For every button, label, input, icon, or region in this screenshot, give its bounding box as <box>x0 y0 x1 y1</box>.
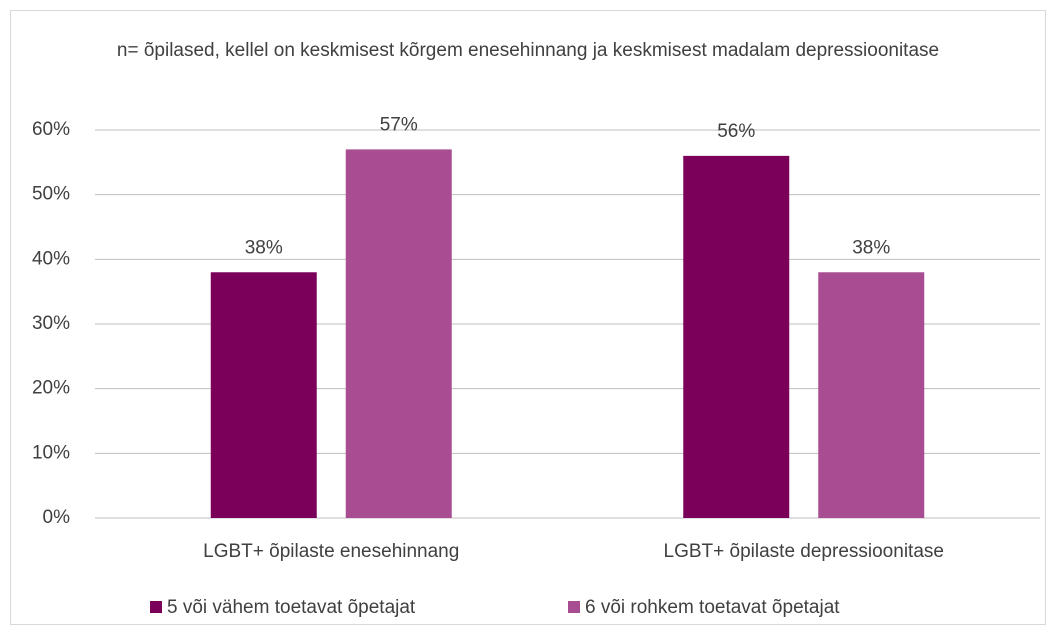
data-label: 38% <box>852 237 890 258</box>
y-tick-label: 0% <box>43 507 71 528</box>
y-tick-label: 60% <box>32 119 70 140</box>
legend-label: 5 või vähem toetavat õpetajat <box>167 597 416 618</box>
bar <box>210 272 317 518</box>
bar <box>818 272 925 518</box>
y-tick-label: 50% <box>32 184 70 205</box>
y-tick-label: 30% <box>32 313 70 334</box>
x-tick-label: LGBT+ õpilaste depressioonitase <box>664 541 944 562</box>
y-tick-label: 20% <box>32 378 70 399</box>
x-tick-label: LGBT+ õpilaste enesehinnang <box>203 541 459 562</box>
chart-title: n= õpilased, kellel on keskmisest kõrgem… <box>116 40 940 61</box>
legend-label: 6 või rohkem toetavat õpetajat <box>585 597 840 618</box>
data-label: 57% <box>380 114 418 135</box>
data-label: 56% <box>717 121 755 142</box>
data-label: 38% <box>245 237 283 258</box>
legend-swatch <box>150 601 162 613</box>
y-tick-label: 40% <box>32 248 70 269</box>
legend-swatch <box>568 601 580 613</box>
bar <box>683 155 790 518</box>
bar <box>345 149 452 518</box>
y-tick-label: 10% <box>32 442 70 463</box>
